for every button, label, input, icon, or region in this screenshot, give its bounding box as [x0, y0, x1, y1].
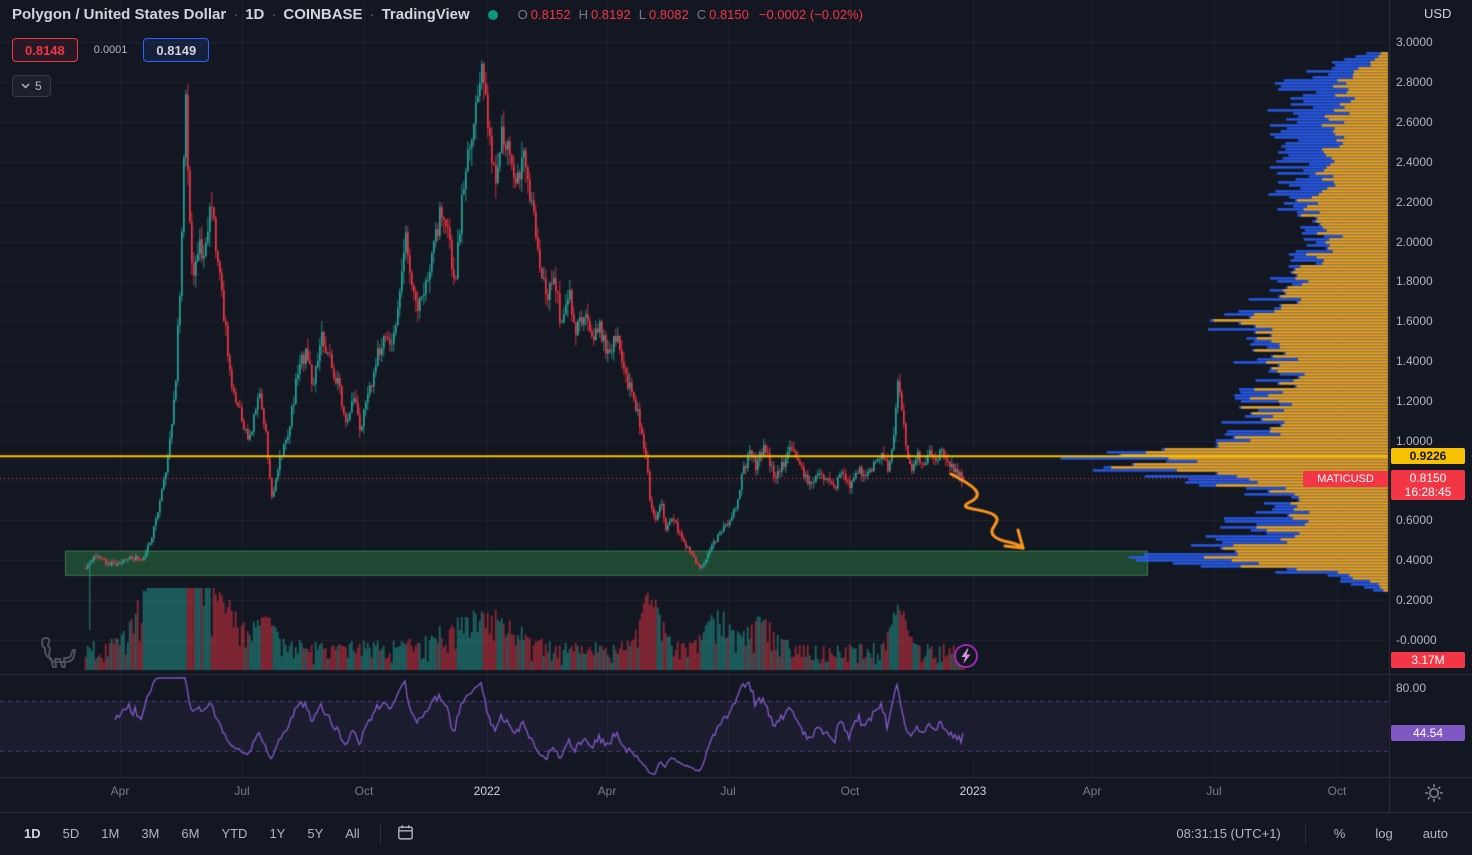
ohlc-readout: O 0.8152 H 0.8192 L 0.8082 C 0.8150 — [510, 7, 749, 22]
gear-icon[interactable] — [1424, 783, 1444, 803]
price-scale-tick: 2.6000 — [1396, 115, 1433, 129]
time-axis-label: Oct — [1327, 784, 1347, 798]
range-button-6m[interactable]: 6M — [171, 821, 209, 846]
close-value: 0.8150 — [709, 7, 749, 22]
rsi-scale-tick: 80.00 — [1396, 681, 1427, 695]
volume-value-tag: 3.17M — [1391, 652, 1465, 668]
range-button-1d[interactable]: 1D — [14, 821, 51, 846]
time-axis[interactable]: Apr Jul Oct 2022 Apr Jul Oct 2023 Apr Jul Oct — [0, 777, 1472, 812]
scale-currency-label[interactable]: USD — [1424, 6, 1452, 21]
toolbar-divider — [1304, 822, 1306, 845]
series-price-tag: MATICUSD — [1303, 471, 1388, 487]
open-label: O — [517, 7, 528, 22]
change-label: −0.0002 (−0.02%) — [758, 7, 863, 22]
price-scale-tick: 3.0000 — [1396, 35, 1433, 49]
go-to-date-button[interactable] — [391, 820, 420, 848]
price-scale-tick: 1.0000 — [1396, 434, 1433, 448]
last-price-value: 0.8150 — [1409, 471, 1447, 485]
range-button-1m[interactable]: 1M — [91, 821, 129, 846]
close-label: C — [696, 7, 707, 22]
percent-scale-button[interactable]: % — [1324, 821, 1356, 846]
price-scale-tick: -0.0000 — [1396, 633, 1437, 647]
market-status-icon — [487, 9, 498, 20]
range-button-5y[interactable]: 5Y — [297, 821, 333, 846]
chevron-down-icon — [21, 83, 30, 89]
low-value: 0.8082 — [648, 7, 689, 22]
time-axis-label: Apr — [110, 784, 130, 798]
dino-watermark-icon — [34, 636, 76, 675]
rsi-value-tag: 44.54 — [1391, 725, 1465, 741]
collapse-count: 5 — [35, 79, 42, 93]
separator: · — [369, 6, 375, 23]
price-scale-tick: 2.4000 — [1396, 155, 1433, 169]
time-axis-label: Jul — [720, 784, 736, 798]
calendar-icon — [397, 824, 413, 840]
range-button-all[interactable]: All — [335, 821, 369, 846]
bid-ask-row: 0.8148 0.0001 0.8149 — [12, 38, 210, 62]
exchange-label: COINBASE — [283, 6, 363, 23]
sell-button[interactable]: 0.8148 — [12, 38, 78, 62]
price-scale-tick: 1.8000 — [1396, 274, 1433, 288]
toolbar-divider — [379, 822, 381, 845]
bar-countdown: 16:28:45 — [1404, 485, 1452, 499]
time-axis-label: Oct — [840, 784, 860, 798]
chart-legend: Polygon / United States Dollar · 1D · CO… — [12, 6, 863, 23]
chart-canvas[interactable] — [0, 0, 1472, 812]
price-scale-tick: 2.2000 — [1396, 195, 1433, 209]
price-scale-tick: 1.6000 — [1396, 314, 1433, 328]
time-axis-label: Oct — [354, 784, 374, 798]
spread-value: 0.0001 — [93, 44, 128, 56]
bottom-toolbar: 1D 5D 1M 3M 6M YTD 1Y 5Y All 08:31:15 (UTC+1) % … — [0, 812, 1472, 854]
volume-flash-icon — [953, 643, 979, 674]
time-axis-label: Apr — [597, 784, 617, 798]
price-scale-tick: 2.8000 — [1396, 75, 1433, 89]
time-axis-label: Jul — [1206, 784, 1222, 798]
scale-controls-group: 08:31:15 (UTC+1) % log auto — [1176, 821, 1458, 846]
range-button-3m[interactable]: 3M — [131, 821, 169, 846]
yellow-level-tag: 0.9226 — [1391, 448, 1465, 464]
auto-scale-button[interactable]: auto — [1413, 821, 1458, 846]
date-range-group: 1D 5D 1M 3M 6M YTD 1Y 5Y All — [14, 820, 420, 848]
low-label: L — [638, 7, 646, 22]
object-tree-collapse-chip[interactable]: 5 — [12, 75, 51, 97]
price-scale-tick: 0.4000 — [1396, 553, 1433, 567]
last-price-tag: 0.8150 16:28:45 — [1391, 470, 1465, 500]
clock[interactable]: 08:31:15 (UTC+1) — [1176, 826, 1281, 841]
price-scale-tick: 0.2000 — [1396, 593, 1433, 607]
high-value: 0.8192 — [590, 7, 631, 22]
range-button-5d[interactable]: 5D — [53, 821, 90, 846]
interval-label[interactable]: 1D — [245, 6, 265, 23]
brand-label: TradingView — [381, 6, 470, 23]
separator: · — [233, 6, 239, 23]
time-axis-label: 2023 — [959, 784, 987, 798]
price-scale-tick: 1.2000 — [1396, 394, 1433, 408]
range-button-1y[interactable]: 1Y — [259, 821, 295, 846]
open-value: 0.8152 — [530, 7, 571, 22]
time-axis-label: Apr — [1082, 784, 1102, 798]
range-button-ytd[interactable]: YTD — [211, 821, 257, 846]
price-scale-tick: 1.4000 — [1396, 354, 1433, 368]
price-scale[interactable]: USD 0.9226 0.8150 16:28:45 3.17M 80.00 4… — [1390, 0, 1472, 812]
buy-button[interactable]: 0.8149 — [143, 38, 210, 62]
price-scale-tick: 2.0000 — [1396, 235, 1433, 249]
time-axis-label: Jul — [234, 784, 250, 798]
high-label: H — [578, 7, 588, 22]
symbol-title[interactable]: Polygon / United States Dollar — [12, 6, 227, 23]
log-scale-button[interactable]: log — [1365, 821, 1402, 846]
price-scale-tick: 0.6000 — [1396, 513, 1433, 527]
separator: · — [271, 6, 277, 23]
time-axis-label: 2022 — [473, 784, 501, 798]
